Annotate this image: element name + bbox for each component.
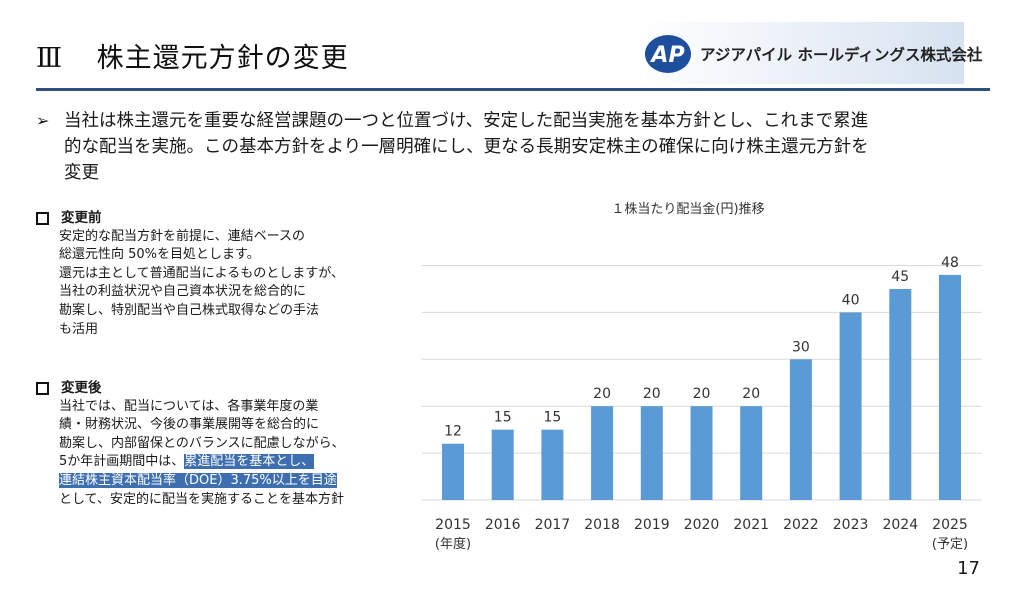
- policy-after-line-text: 5か年計画期間中は、: [59, 454, 185, 470]
- x-tick-label: 2015: [435, 517, 471, 533]
- x-tick-label: 2019: [634, 517, 670, 533]
- policy-after-body: 当社では、配当については、各事業年度の業 績・財務状況、今後の事業展開等を総合的…: [59, 398, 396, 510]
- bar: [839, 312, 862, 500]
- policy-before-line: 還元は主として普通配当によるものとしますが、: [59, 265, 344, 281]
- lead-line-3: 変更: [64, 163, 99, 183]
- x-tick-label: 2021: [733, 517, 769, 533]
- data-label: 45: [891, 269, 909, 285]
- policy-before-line: も活用: [59, 321, 99, 337]
- x-tick-label: 2017: [535, 517, 571, 533]
- lead-line-1: 当社は株主還元を重要な経営課題の一つと位置づけ、安定した配当実施を基本方針とし、…: [64, 111, 869, 131]
- section-title: 株主還元方針の変更: [96, 43, 349, 74]
- dividend-chart: １株当たり配当金(円)推移 12 2015 15 2016 15 2017 20 2018 20…: [422, 201, 982, 552]
- policy-before-line: 総還元性向 50%を目処とします。: [59, 247, 260, 263]
- logo-mark: AP: [649, 43, 684, 68]
- policy-before-line: 安定的な配当方針を前提に、連結ベースの: [59, 228, 305, 244]
- bar: [491, 429, 514, 500]
- x-axis-note: (年度): [435, 536, 471, 552]
- policy-after: 変更後 当社では、配当については、各事業年度の業 績・財務状況、今後の事業展開等…: [36, 379, 396, 509]
- bar: [591, 406, 614, 500]
- data-label: 30: [792, 339, 810, 355]
- bar: [939, 274, 961, 500]
- data-label: 20: [693, 386, 711, 402]
- policy-after-heading: 変更後: [36, 379, 396, 398]
- company-logo-banner: AP アジアパイル ホールディングス株式会社: [634, 22, 982, 84]
- policy-before-line: 勘案し、特別配当や自己株式取得などの手法: [59, 302, 320, 318]
- bar: [740, 406, 763, 500]
- lead-paragraph: ➢ 当社は株主還元を重要な経営課題の一つと位置づけ、安定した配当実施を基本方針と…: [36, 108, 986, 186]
- x-tick-label: 2024: [882, 517, 918, 533]
- x-tick-label: 2022: [783, 517, 819, 533]
- page-title: Ⅲ 株主還元方針の変更: [36, 36, 349, 75]
- policy-before: 変更前 安定的な配当方針を前提に、連結ベースの 総還元性向 50%を目処とします…: [36, 209, 396, 339]
- policy-after-line: として、安定的に配当を実施することを基本方針: [59, 491, 344, 507]
- policy-after-heading-text: 変更後: [61, 380, 102, 396]
- bar: [789, 359, 812, 500]
- lead-line-2: 的な配当を実施。この基本方針をより一層明確にし、更なる長期安定株主の確保に向け株…: [64, 137, 869, 157]
- data-label: 20: [742, 386, 760, 402]
- data-label: 15: [494, 410, 512, 426]
- policy-before-body: 安定的な配当方針を前提に、連結ベースの 総還元性向 50%を目処とします。 還元…: [59, 228, 396, 340]
- page-number: 17: [957, 558, 980, 579]
- data-label: 12: [444, 424, 462, 440]
- policy-before-heading: 変更前: [36, 209, 396, 228]
- bar: [889, 288, 912, 500]
- x-tick-label: 2016: [485, 517, 521, 533]
- x-tick-label: 2020: [684, 517, 720, 533]
- policy-after-line: 5か年計画期間中は、累進配当を基本とし、: [59, 453, 396, 472]
- policy-before-line: 当社の利益状況や自己資本状況を総合的に: [59, 284, 307, 300]
- data-label: 40: [842, 292, 860, 308]
- data-label: 20: [643, 386, 661, 402]
- square-bullet-icon: [36, 211, 49, 225]
- policy-after-line: 連結株主資本配当率（DOE）3.75%以上を目途: [59, 472, 396, 491]
- bar: [442, 443, 464, 500]
- x-tick-label: 2023: [833, 517, 869, 533]
- square-bullet-icon: [36, 381, 49, 395]
- policy-after-line: 績・財務状況、今後の事業展開等を総合的に: [59, 417, 320, 433]
- x-tick-label: 2018: [584, 517, 620, 533]
- bar: [690, 406, 713, 500]
- bar: [541, 429, 564, 500]
- data-label: 15: [543, 410, 561, 426]
- section-number: Ⅲ: [36, 43, 64, 74]
- policy-after-line: 当社では、配当については、各事業年度の業: [59, 398, 319, 414]
- x-tick-label: 2025: [932, 517, 968, 533]
- title-divider: [36, 88, 990, 91]
- x-axis-note: (予定): [932, 537, 968, 552]
- data-label: 20: [593, 386, 611, 402]
- policy-before-heading-text: 変更前: [61, 210, 102, 226]
- bar: [640, 406, 663, 500]
- data-label: 48: [941, 255, 959, 271]
- arrow-bullet-icon: ➢: [36, 111, 50, 130]
- policy-after-line: 勘案し、内部留保とのバランスに配慮しながら、: [59, 435, 345, 451]
- company-name: アジアパイル ホールディングス株式会社: [700, 46, 983, 64]
- chart-title: １株当たり配当金(円)推移: [611, 201, 764, 217]
- company-logo-icon: AP: [645, 35, 691, 73]
- highlighted-policy-text: 連結株主資本配当率（DOE）3.75%以上を目途: [59, 472, 337, 488]
- highlighted-policy-text: 累進配当を基本とし、: [184, 454, 315, 470]
